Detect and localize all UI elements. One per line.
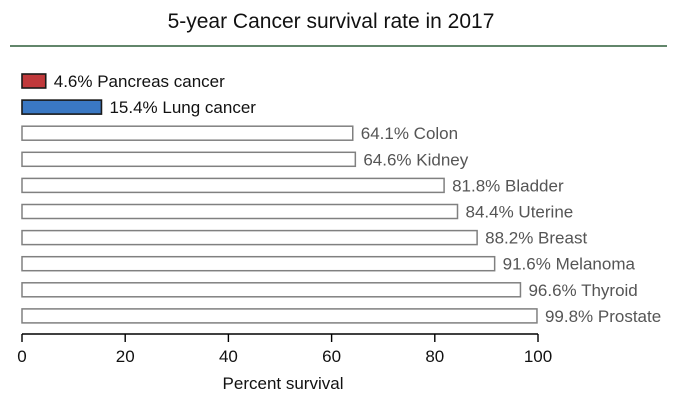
- x-axis: 0 20 40 60 80 100: [17, 333, 552, 366]
- bar-thyroid: [21, 282, 522, 298]
- bar-label-thyroid: 96.6% Thyroid: [528, 281, 637, 300]
- bar-bladder: [21, 177, 445, 194]
- bar-label-pancreas-cancer: 4.6% Pancreas cancer: [54, 72, 225, 91]
- bar-label-lung-cancer: 15.4% Lung cancer: [109, 98, 256, 117]
- bar-label-breast: 88.2% Breast: [485, 229, 587, 248]
- x-tick-label-80: 80: [425, 347, 444, 366]
- bar-label-kidney: 64.6% Kidney: [363, 150, 468, 169]
- bar-kidney: [21, 151, 357, 168]
- x-tick-label-60: 60: [322, 347, 341, 366]
- x-tick-label-20: 20: [116, 347, 135, 366]
- bar-label-melanoma: 91.6% Melanoma: [503, 255, 636, 274]
- bar-melanoma: [21, 255, 496, 272]
- x-tick-label-100: 100: [524, 347, 552, 366]
- bar-colon: [21, 125, 354, 141]
- x-tick-label-0: 0: [17, 347, 26, 366]
- chart-title: 5-year Cancer survival rate in 2017: [168, 10, 495, 33]
- bar-prostate: [21, 308, 538, 324]
- bar-uterine: [21, 203, 459, 220]
- bar-label-bladder: 81.8% Bladder: [452, 176, 564, 195]
- bar-label-prostate: 99.8% Prostate: [545, 307, 661, 326]
- bar-pancreas-cancer: [21, 73, 47, 89]
- bar-breast: [21, 229, 478, 246]
- x-axis-label: Percent survival: [223, 374, 344, 393]
- bar-lung-cancer: [21, 99, 103, 115]
- bars-group: 4.6% Pancreas cancer 15.4% Lung cancer 64.…: [21, 72, 661, 326]
- bar-label-colon: 64.1% Colon: [361, 124, 458, 143]
- x-tick-label-40: 40: [219, 347, 238, 366]
- bar-label-uterine: 84.4% Uterine: [466, 203, 574, 222]
